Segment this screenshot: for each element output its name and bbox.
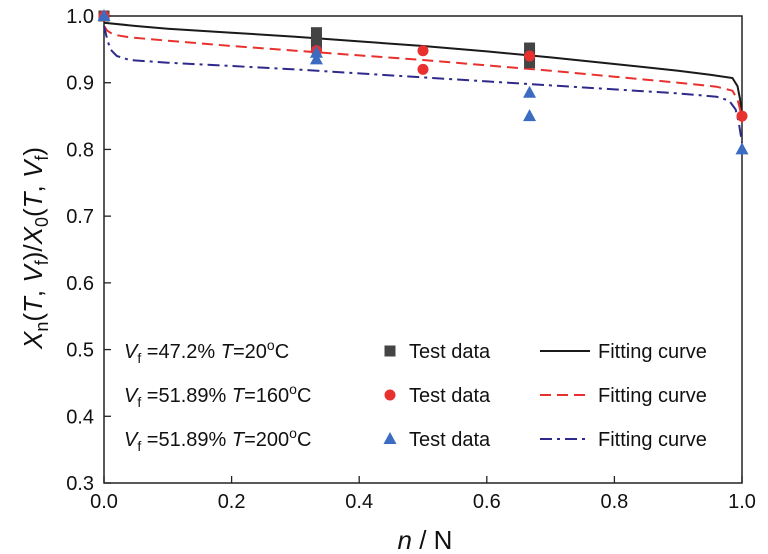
x-tick-label: 0.6 (473, 491, 501, 513)
test-point-20c (310, 33, 322, 45)
y-label-v: V (18, 263, 48, 283)
legend-condition-part: C (297, 429, 311, 451)
legend-condition: Vf =51.89% T=160oC (124, 381, 311, 410)
test-point-160c (417, 45, 429, 57)
legend-condition: Vf =51.89% T=200oC (124, 425, 311, 454)
y-label-t2: T (18, 190, 48, 208)
test-point-200c (309, 52, 323, 65)
legend-condition-part: =47.2% (141, 341, 215, 363)
legend-fit-label: Fitting curve (598, 385, 707, 407)
fitting-curve-160c (103, 25, 743, 123)
test-point-20c (524, 57, 536, 69)
legend-marker (384, 345, 396, 357)
legend-test-label: Test data (409, 341, 491, 363)
legend-condition-part: C (297, 385, 311, 407)
test-point-20c (310, 27, 322, 39)
legend-marker (383, 432, 397, 444)
legend-fit-label: Fitting curve (598, 341, 707, 363)
y-tick-label: 0.3 (66, 473, 94, 495)
legend-condition-part: =160 (244, 385, 289, 407)
legend-condition-part: C (275, 341, 289, 363)
test-data-markers (97, 9, 749, 155)
y-label-sub-f2: f (32, 155, 52, 161)
y-label-t: T (18, 295, 48, 313)
x-axis-label: n / N (398, 525, 453, 554)
legend-condition-part: =51.89% (141, 429, 226, 451)
plot-area-border (103, 15, 743, 484)
legend-condition-part: f (137, 438, 141, 454)
x-tick-label: 0.8 (600, 491, 628, 513)
test-point-200c (523, 85, 537, 98)
fitting-curves (103, 21, 743, 143)
y-tick-label: 0.8 (66, 139, 94, 161)
x-axis-label-var: n (398, 525, 412, 554)
legend-condition-part: T (232, 385, 246, 407)
y-label-comma: , (18, 283, 48, 297)
test-point-20c (524, 42, 536, 54)
fitting-curve-200c (103, 25, 743, 143)
legend-condition-part: V (124, 341, 139, 363)
x-tick-label: 0.4 (345, 491, 373, 513)
legend-test-label: Test data (409, 429, 491, 451)
legend-condition-part: T (232, 429, 246, 451)
legend-condition-part: V (124, 385, 139, 407)
legend-condition-part: =20 (233, 341, 267, 363)
legend-condition-part: o (289, 425, 297, 441)
legend-condition-part: f (137, 350, 141, 366)
y-label-slash: )/ (18, 244, 48, 261)
y-label-sub-f: f (32, 259, 52, 265)
y-label-x: X (18, 330, 48, 350)
y-label-paren: ( (18, 313, 48, 322)
legend-marker (384, 389, 396, 401)
legend-condition-part: =51.89% (141, 385, 226, 407)
y-label-sub-n: n (32, 322, 52, 332)
y-label-paren2: ( (18, 208, 48, 217)
y-tick-label: 1.0 (66, 6, 94, 28)
test-point-160c (524, 50, 536, 62)
test-point-160c (417, 63, 429, 75)
y-tick-label: 0.9 (66, 73, 94, 95)
y-tick-label: 0.4 (66, 406, 94, 428)
legend-condition-part: o (267, 337, 275, 353)
y-tick-label: 0.5 (66, 340, 94, 362)
legend-condition-part: o (289, 381, 297, 397)
y-tick-label: 0.6 (66, 273, 94, 295)
x-axis-ticks: 0.0 0.2 0.4 0.6 0.8 1.0 (90, 476, 756, 513)
legend-condition-part: =200 (244, 429, 289, 451)
plot-frame (103, 15, 743, 484)
test-point-200c (309, 45, 323, 58)
legend-condition: Vf =47.2% T=20oC (124, 337, 289, 366)
legend-fit-label: Fitting curve (598, 429, 707, 451)
x-axis-label-rest: / N (412, 525, 452, 554)
y-tick-label: 0.7 (66, 206, 94, 228)
y-label-close: ) (18, 147, 48, 156)
legend-condition-part: T (221, 341, 235, 363)
fitting-curve-20c (103, 21, 743, 117)
test-point-200c (523, 109, 537, 122)
y-label-comma2: , (18, 178, 48, 192)
test-point-200c (97, 9, 111, 21)
test-point-160c (736, 110, 748, 122)
y-axis-label: Xn(T, Vf)/X0(T, Vf) (18, 147, 52, 350)
test-point-200c (735, 142, 749, 155)
legend-condition-part: f (137, 394, 141, 410)
x-tick-label: 0.2 (218, 491, 246, 513)
x-tick-label: 0.0 (90, 491, 118, 513)
y-label-v2: V (18, 158, 48, 178)
legend-condition-part: V (124, 429, 139, 451)
y-label-x0: X (18, 225, 48, 245)
y-label-sub-0: 0 (32, 217, 52, 227)
legend-test-label: Test data (409, 385, 491, 407)
x-tick-label: 1.0 (728, 491, 756, 513)
legend: Vf =47.2% T=20oC Test data Fitting curveVf… (124, 337, 707, 454)
y-axis-ticks: 0.3 0.4 0.5 0.6 0.7 0.8 0.9 1.0 (66, 6, 111, 495)
